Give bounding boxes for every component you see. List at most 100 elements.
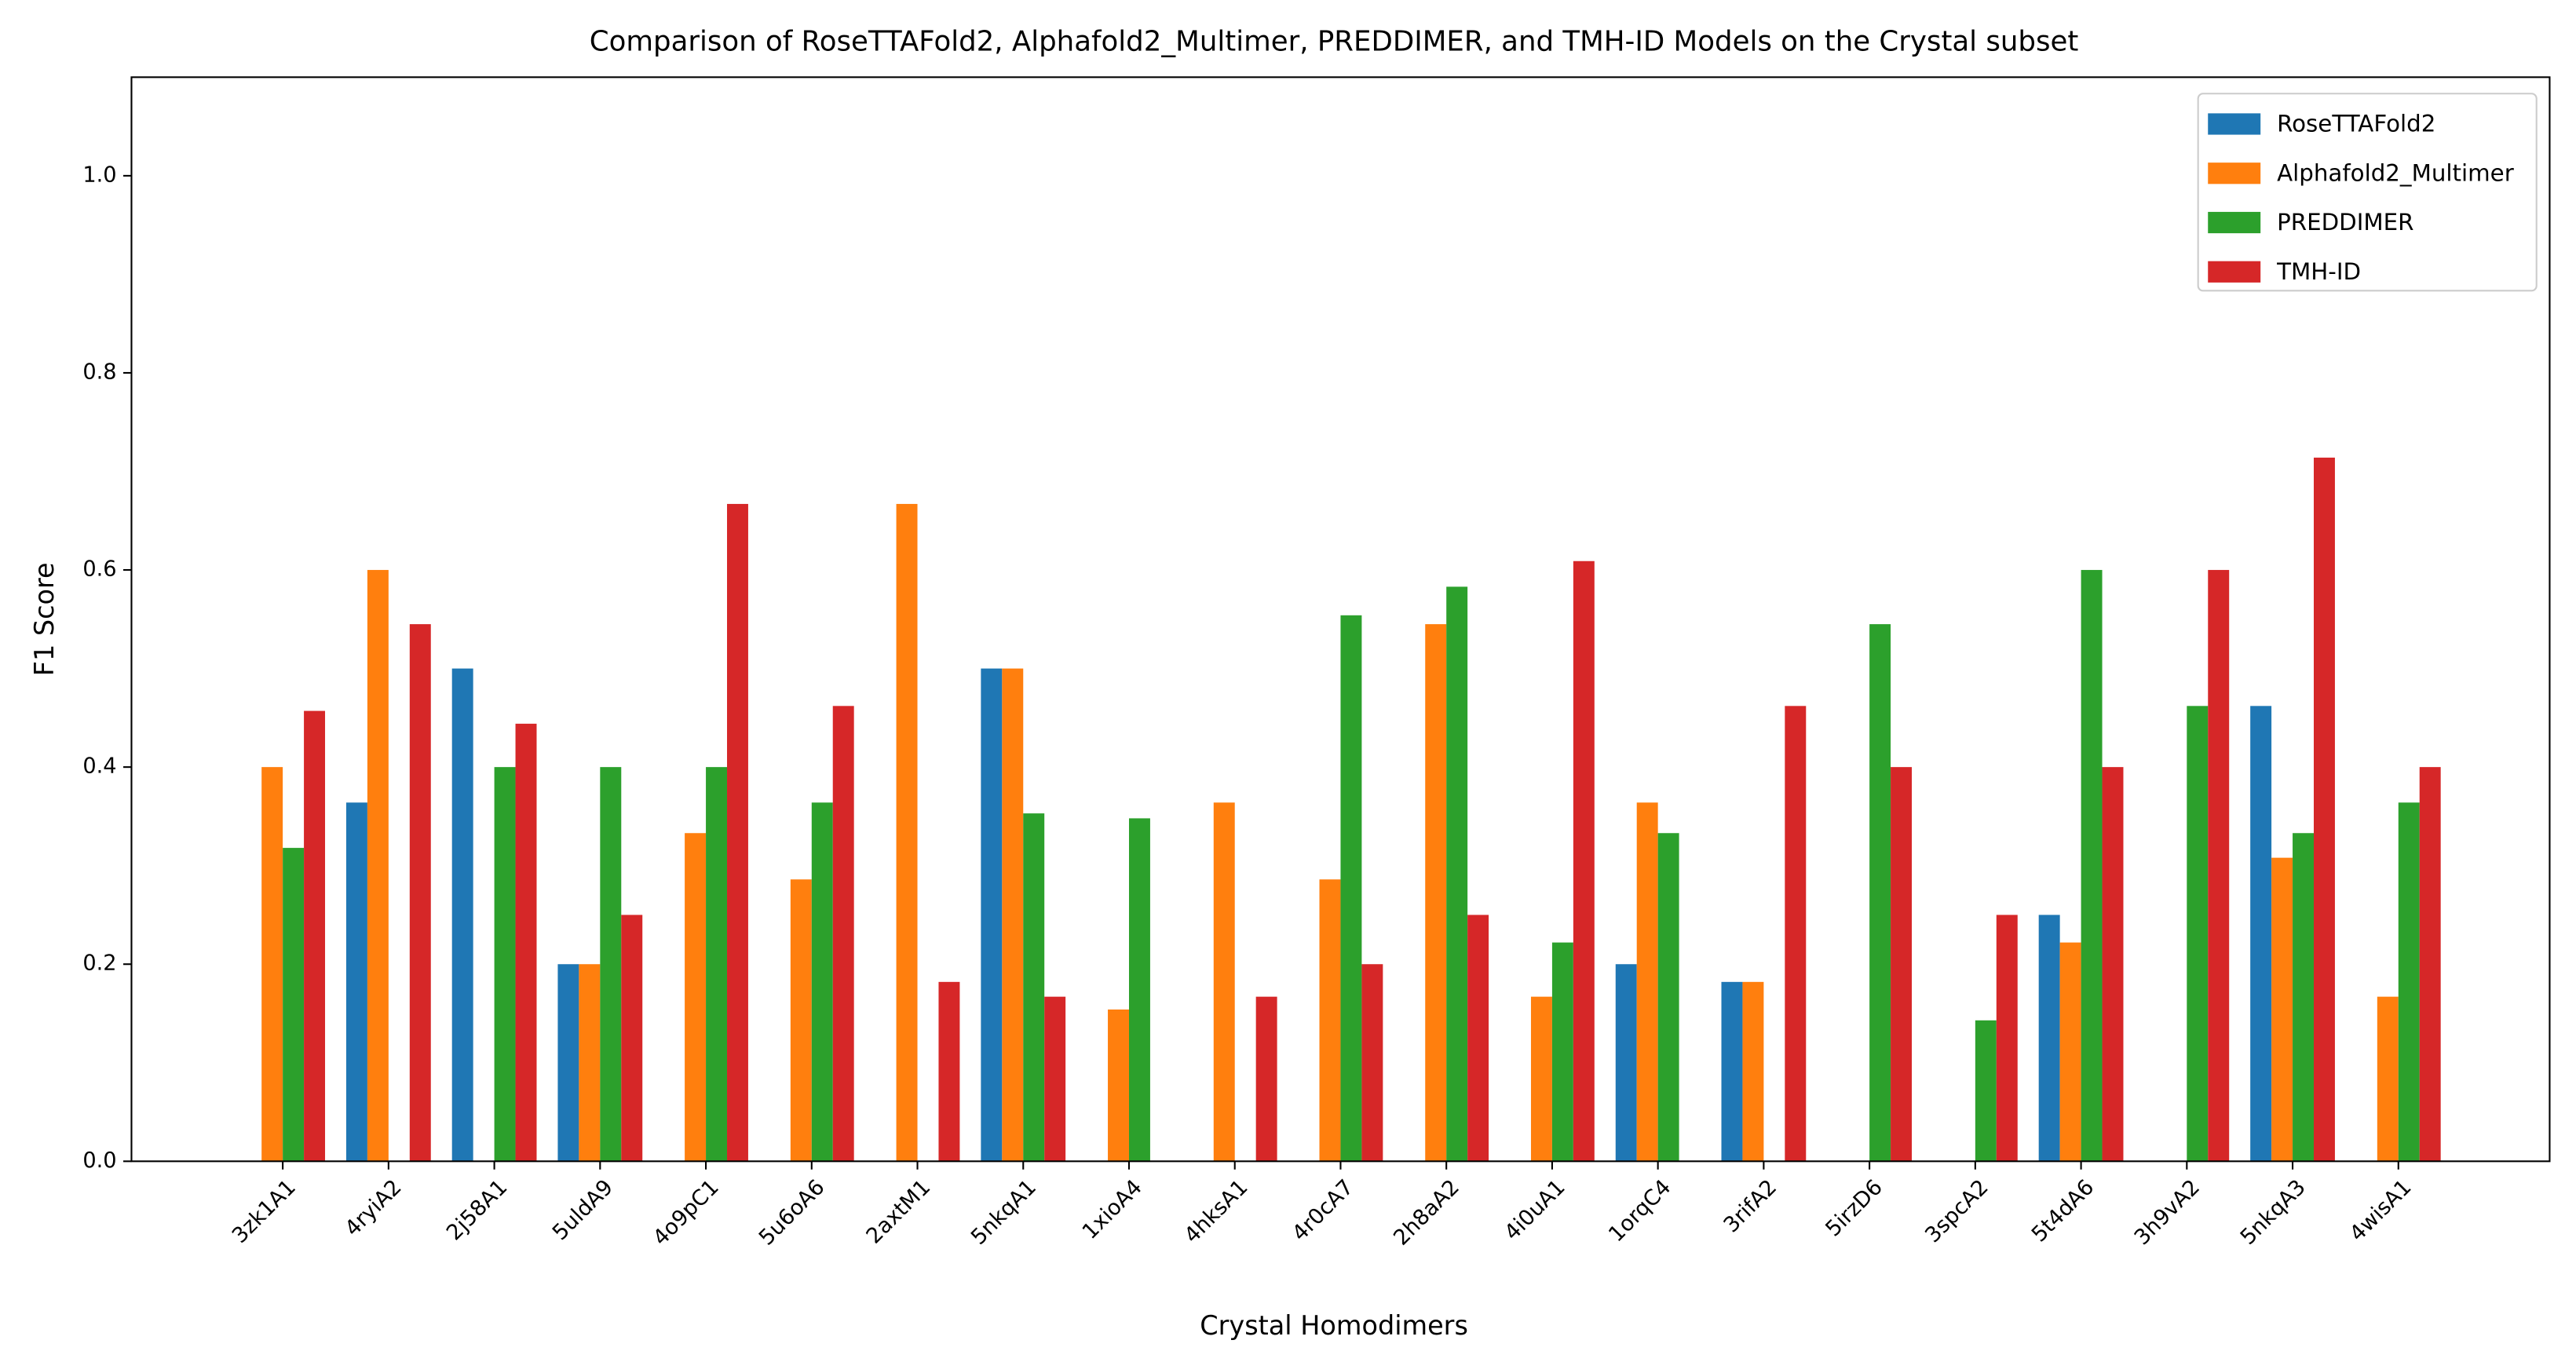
x-tick-label: 4hksA1 xyxy=(1180,1175,1253,1248)
bar xyxy=(1573,561,1595,1162)
x-tick-label: 1orqC4 xyxy=(1604,1175,1675,1247)
x-tick-label: 4i0uA1 xyxy=(1500,1175,1569,1245)
bar xyxy=(557,964,579,1162)
x-axis-label: Crystal Homodimers xyxy=(1200,1310,1468,1341)
x-tick-label: 5u6oA6 xyxy=(755,1175,830,1251)
x-tick-label: 4o9pC1 xyxy=(649,1175,724,1251)
bar xyxy=(2038,915,2060,1162)
bar xyxy=(1446,586,1468,1162)
bar xyxy=(1319,879,1341,1162)
bar xyxy=(1467,915,1489,1162)
legend-label: Alphafold2_Multimer xyxy=(2277,159,2515,186)
x-tick-label: 5nkqA1 xyxy=(966,1175,1041,1250)
bar xyxy=(706,767,728,1162)
bar xyxy=(1869,624,1891,1162)
bar xyxy=(2187,706,2209,1162)
bar xyxy=(938,981,960,1162)
bar xyxy=(1023,813,1045,1162)
bar xyxy=(685,833,707,1162)
y-tick-label: 0.2 xyxy=(82,951,116,976)
bar xyxy=(1128,818,1150,1162)
legend: RoseTTAFold2 Alphafold2_Multimer PREDDIMER… xyxy=(2197,93,2538,292)
bar xyxy=(261,767,283,1162)
bar xyxy=(1657,833,1679,1162)
bar xyxy=(1255,996,1277,1162)
bar xyxy=(1636,802,1658,1162)
x-tick-label: 2j58A1 xyxy=(442,1175,512,1245)
bar xyxy=(981,668,1003,1162)
bar xyxy=(283,848,305,1162)
bar xyxy=(1551,942,1573,1162)
bar xyxy=(2059,942,2081,1162)
x-tick-label: 4r0cA7 xyxy=(1288,1175,1358,1246)
legend-label: TMH-ID xyxy=(2276,258,2361,285)
bar xyxy=(579,964,601,1162)
bar xyxy=(515,723,537,1162)
y-axis-label: F1 Score xyxy=(29,562,60,676)
y-tick-label: 0.0 xyxy=(82,1148,116,1173)
bar xyxy=(2208,570,2230,1162)
x-tick-label: 5nkqA3 xyxy=(2236,1175,2311,1250)
bar xyxy=(1615,964,1637,1162)
x-tick-label: 5uldA9 xyxy=(548,1175,618,1245)
x-tick-label: 4ryiA2 xyxy=(341,1175,407,1241)
x-tick-label: 5t4dA6 xyxy=(2027,1175,2099,1247)
legend-swatch xyxy=(2208,211,2261,234)
x-tick-label: 1xioA4 xyxy=(1078,1175,1147,1244)
legend-frame xyxy=(2197,93,2538,292)
y-tick-label: 0.4 xyxy=(82,754,116,779)
bar xyxy=(1425,624,1447,1162)
bar xyxy=(1044,996,1066,1162)
bar xyxy=(1361,964,1383,1162)
bar xyxy=(1002,668,1024,1162)
x-tick-label: 3h9vA2 xyxy=(2130,1175,2205,1250)
plot-frame xyxy=(130,76,2551,1163)
bar xyxy=(2102,767,2124,1162)
bar xyxy=(304,710,326,1162)
bar xyxy=(832,706,854,1162)
chart-title: Comparison of RoseTTAFold2, Alphafold2_M… xyxy=(590,25,2079,57)
bar xyxy=(2081,570,2103,1162)
bar xyxy=(451,668,473,1162)
bar xyxy=(2250,706,2272,1162)
bar xyxy=(1213,802,1235,1162)
x-tick-label: 3zk1A1 xyxy=(228,1175,301,1248)
legend-label: RoseTTAFold2 xyxy=(2277,111,2435,137)
y-tick-label: 1.0 xyxy=(82,162,116,187)
bar xyxy=(811,802,833,1162)
bar xyxy=(409,624,431,1162)
legend-swatch xyxy=(2208,162,2261,184)
y-tick-label: 0.8 xyxy=(82,360,116,384)
bar xyxy=(2271,857,2293,1162)
bar xyxy=(2398,802,2420,1162)
bar xyxy=(1530,996,1552,1162)
bar xyxy=(494,767,516,1162)
bar xyxy=(621,915,643,1162)
bar xyxy=(1340,615,1362,1162)
legend-swatch xyxy=(2208,261,2261,283)
bar xyxy=(1108,1009,1129,1162)
legend-label: PREDDIMER xyxy=(2277,209,2413,236)
bar xyxy=(2377,996,2399,1162)
x-tick-label: 3rifA2 xyxy=(1719,1175,1782,1238)
bar xyxy=(2293,833,2314,1162)
bar xyxy=(600,767,622,1162)
bar xyxy=(345,802,367,1162)
x-tick-label: 2axtM1 xyxy=(862,1175,936,1249)
x-tick-label: 3spcA2 xyxy=(1920,1175,1993,1247)
bar xyxy=(1742,981,1764,1162)
x-tick-label: 4wisA1 xyxy=(2345,1175,2417,1247)
bar xyxy=(1721,981,1743,1162)
bar xyxy=(1996,915,2018,1162)
bar xyxy=(367,570,389,1162)
bar xyxy=(727,503,748,1162)
bar xyxy=(2313,457,2335,1162)
legend-swatch xyxy=(2208,113,2261,135)
bar xyxy=(790,879,812,1162)
bar xyxy=(1975,1020,1997,1162)
bar xyxy=(1785,706,1807,1162)
x-tick-label: 2h8aA2 xyxy=(1389,1175,1464,1251)
bar xyxy=(1891,767,1913,1162)
x-tick-label: 5irzD6 xyxy=(1821,1175,1887,1242)
